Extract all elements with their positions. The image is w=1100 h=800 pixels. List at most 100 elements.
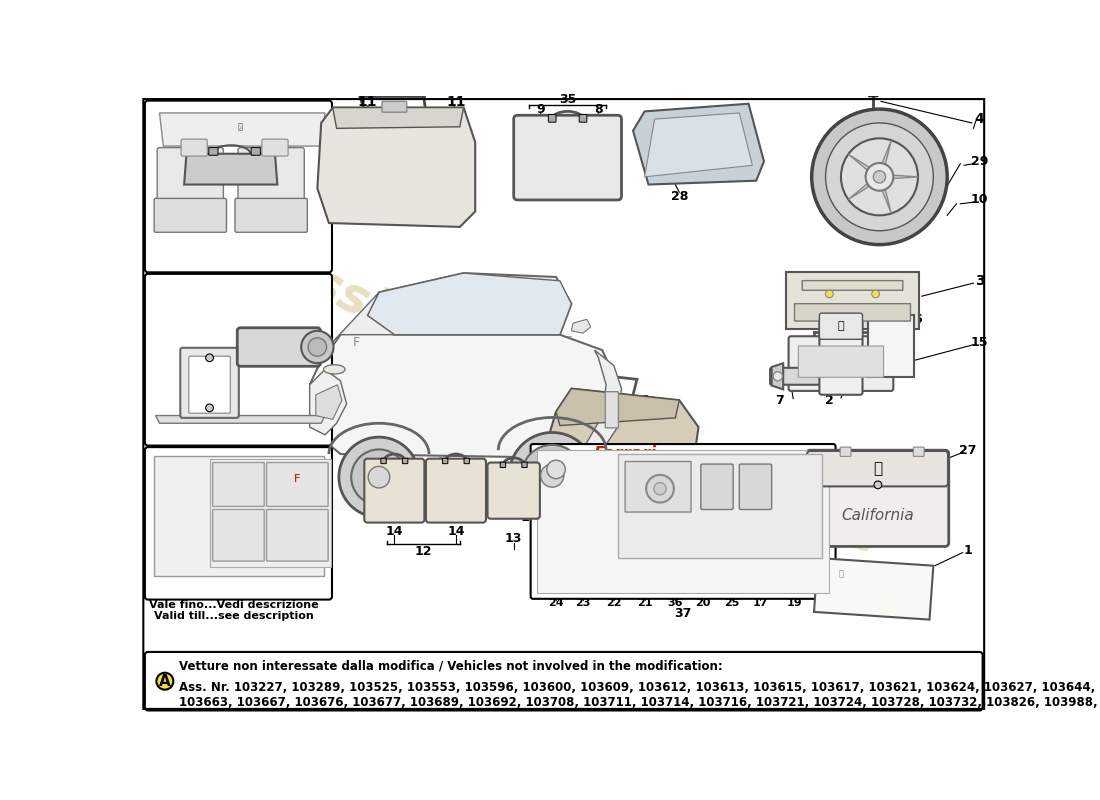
Text: 🐴: 🐴 [838, 569, 844, 578]
Circle shape [653, 482, 667, 495]
Polygon shape [310, 370, 346, 435]
Text: 19: 19 [786, 598, 803, 608]
FancyBboxPatch shape [770, 368, 835, 385]
Text: 33: 33 [204, 278, 220, 291]
FancyBboxPatch shape [251, 147, 261, 155]
Circle shape [873, 170, 886, 183]
Polygon shape [645, 113, 752, 177]
Text: California: California [842, 508, 914, 523]
Circle shape [866, 163, 893, 190]
Polygon shape [310, 323, 618, 458]
Text: 28: 28 [671, 190, 688, 202]
FancyBboxPatch shape [868, 315, 914, 377]
FancyBboxPatch shape [382, 102, 407, 112]
FancyBboxPatch shape [618, 454, 822, 558]
FancyBboxPatch shape [521, 462, 527, 467]
Circle shape [541, 464, 563, 487]
FancyBboxPatch shape [785, 271, 920, 329]
FancyBboxPatch shape [820, 313, 862, 394]
Text: 🐴: 🐴 [873, 461, 882, 476]
Text: 7: 7 [776, 394, 783, 406]
Text: 30: 30 [184, 98, 201, 112]
Circle shape [339, 437, 419, 517]
Polygon shape [367, 273, 572, 342]
Circle shape [547, 460, 565, 478]
Polygon shape [156, 415, 326, 423]
Text: 37: 37 [674, 607, 692, 620]
Text: A: A [160, 674, 170, 689]
Polygon shape [893, 175, 917, 178]
Text: 21: 21 [637, 598, 652, 608]
FancyBboxPatch shape [145, 101, 332, 272]
Text: 32: 32 [164, 281, 182, 294]
Circle shape [308, 338, 327, 356]
Circle shape [368, 466, 389, 488]
FancyBboxPatch shape [209, 147, 218, 155]
Text: 17: 17 [206, 576, 221, 586]
FancyBboxPatch shape [238, 328, 320, 366]
Text: 14: 14 [448, 525, 464, 538]
FancyBboxPatch shape [464, 458, 470, 464]
Text: Ass. Nr. 103227, 103289, 103525, 103553, 103596, 103600, 103609, 103612, 103613,: Ass. Nr. 103227, 103289, 103525, 103553,… [178, 682, 1100, 710]
Circle shape [825, 290, 834, 298]
Text: 20: 20 [695, 598, 710, 608]
Circle shape [509, 433, 595, 518]
Circle shape [646, 475, 674, 502]
FancyBboxPatch shape [869, 89, 878, 97]
Text: Vetture non interessate dalla modifica / Vehicles not involved in the modificati: Vetture non interessate dalla modifica /… [178, 659, 723, 672]
Polygon shape [572, 319, 591, 333]
FancyBboxPatch shape [212, 510, 264, 561]
Text: 15: 15 [971, 336, 988, 349]
FancyBboxPatch shape [154, 198, 227, 232]
Text: 13: 13 [505, 532, 522, 546]
FancyBboxPatch shape [381, 458, 386, 464]
Text: 16: 16 [150, 444, 165, 454]
Circle shape [842, 138, 917, 215]
Circle shape [521, 445, 583, 506]
Text: 11: 11 [358, 95, 377, 109]
Polygon shape [184, 154, 277, 185]
Circle shape [812, 109, 947, 245]
Text: ⚔: ⚔ [238, 126, 243, 131]
Text: 27: 27 [959, 444, 977, 457]
Text: 17: 17 [752, 598, 768, 608]
Text: 22: 22 [606, 598, 621, 608]
Text: F: F [294, 474, 300, 484]
Text: 12: 12 [415, 546, 432, 558]
Text: 18: 18 [182, 576, 196, 586]
Ellipse shape [286, 494, 671, 514]
Text: 14: 14 [386, 525, 403, 538]
Polygon shape [572, 350, 621, 458]
Text: 21: 21 [160, 576, 174, 586]
FancyBboxPatch shape [487, 462, 540, 518]
FancyBboxPatch shape [145, 274, 332, 446]
FancyBboxPatch shape [180, 348, 239, 418]
Text: 25: 25 [275, 576, 290, 586]
Text: 26: 26 [632, 394, 649, 406]
FancyBboxPatch shape [820, 313, 862, 339]
Text: Vale fino...Vedi descrizione
Valid till...see description: Vale fino...Vedi descrizione Valid till.… [150, 599, 319, 621]
FancyBboxPatch shape [807, 451, 948, 486]
Text: 5: 5 [469, 459, 477, 472]
Text: 36: 36 [170, 576, 185, 586]
Circle shape [871, 290, 880, 298]
Text: 4: 4 [975, 112, 984, 126]
FancyBboxPatch shape [403, 458, 408, 464]
Circle shape [206, 404, 213, 412]
FancyBboxPatch shape [442, 458, 448, 464]
Text: 1: 1 [964, 544, 972, 557]
Text: 3: 3 [975, 274, 984, 288]
Text: 23: 23 [233, 576, 248, 586]
Text: 24: 24 [548, 598, 564, 608]
Text: 11: 11 [447, 95, 465, 109]
FancyBboxPatch shape [789, 336, 893, 391]
Text: 2: 2 [825, 394, 834, 406]
FancyBboxPatch shape [266, 510, 328, 561]
Text: - Optional -: - Optional - [195, 430, 274, 444]
Polygon shape [634, 104, 763, 185]
Polygon shape [848, 154, 869, 170]
FancyBboxPatch shape [913, 447, 924, 456]
Polygon shape [882, 190, 891, 214]
FancyBboxPatch shape [157, 147, 223, 206]
FancyBboxPatch shape [802, 281, 903, 290]
